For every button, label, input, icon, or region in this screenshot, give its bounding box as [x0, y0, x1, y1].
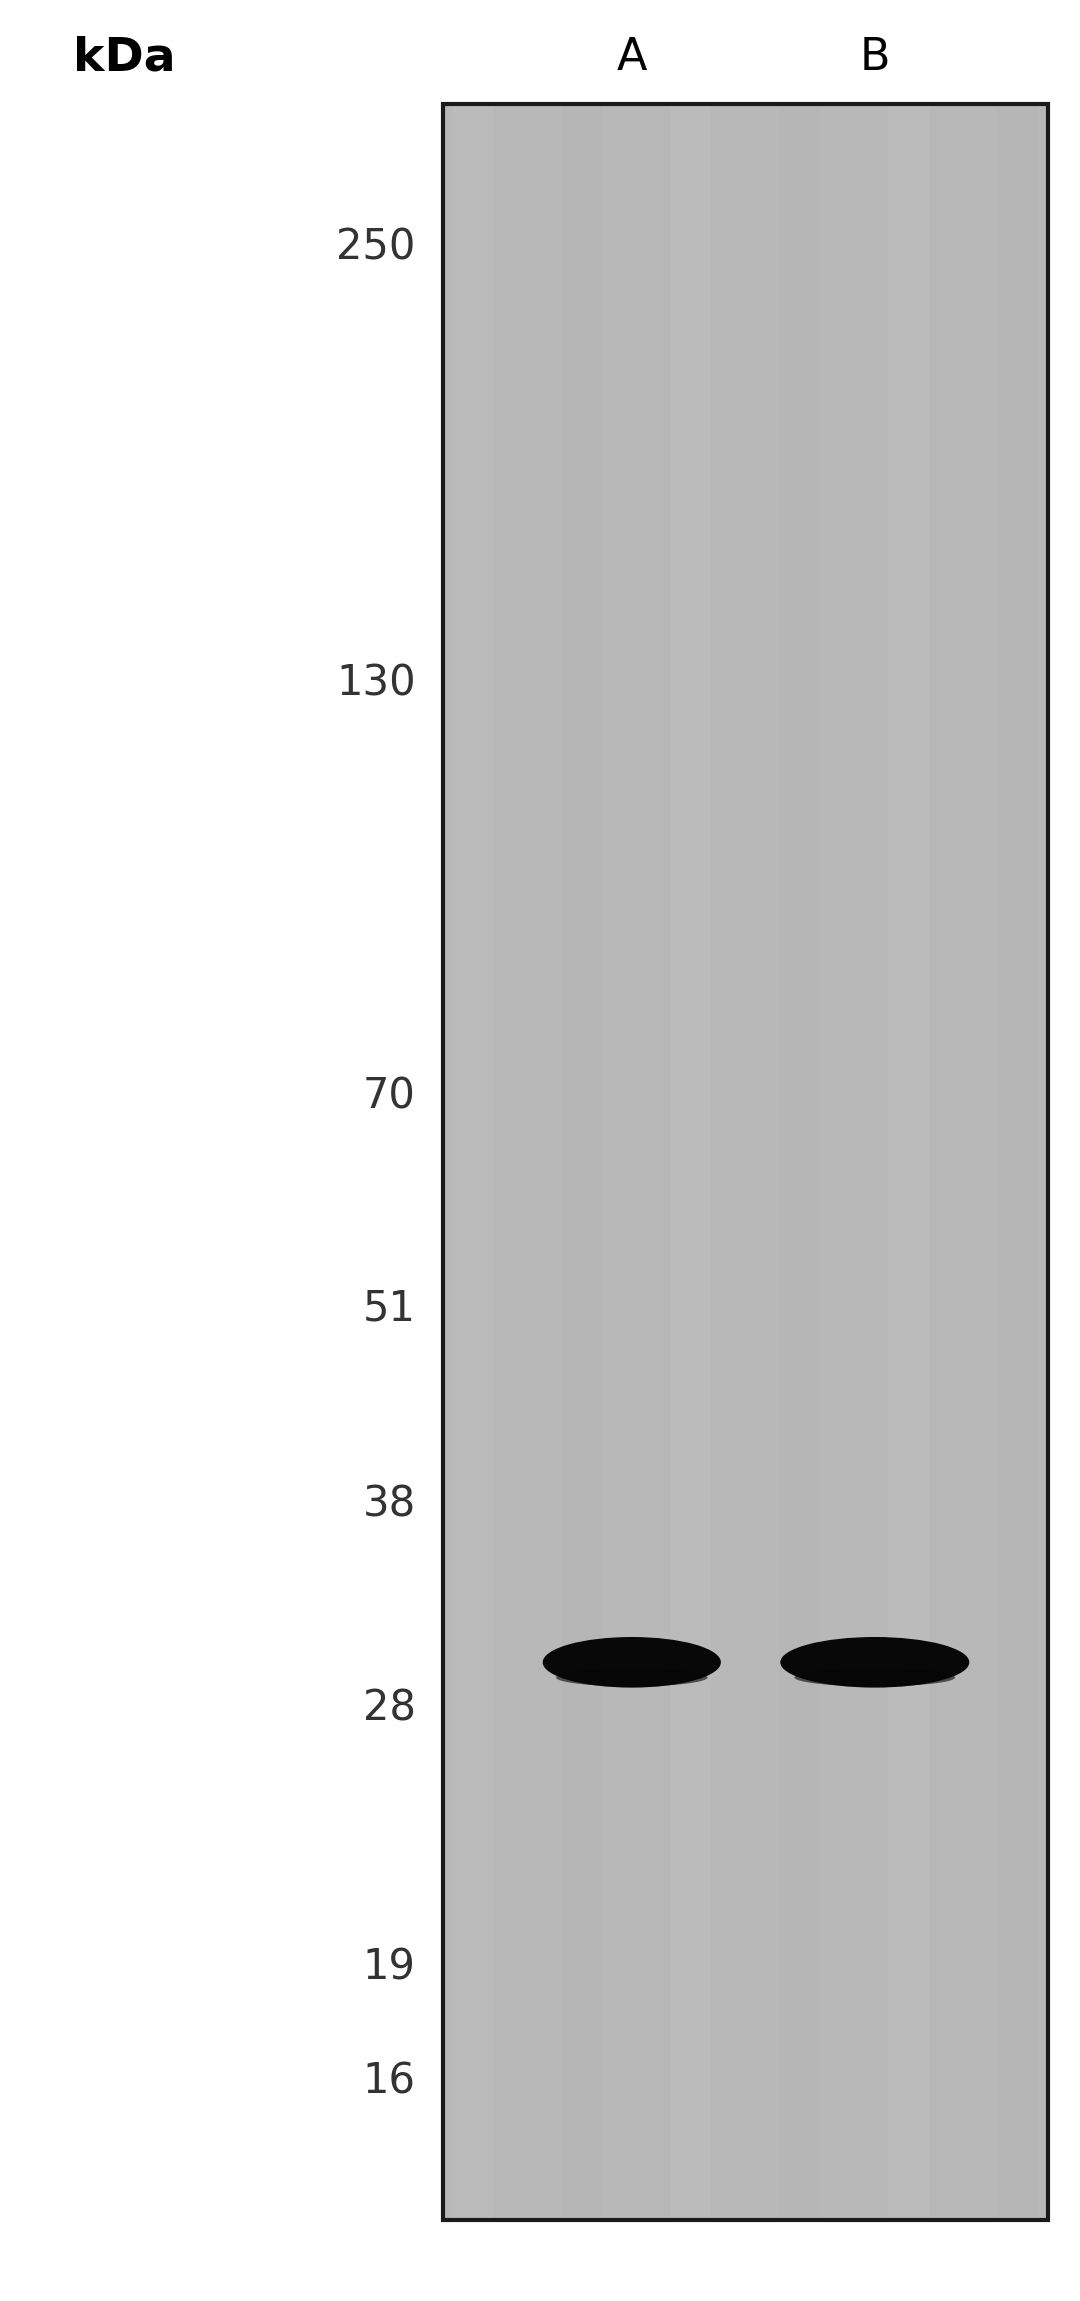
- Text: 38: 38: [363, 1484, 416, 1526]
- Bar: [562, 104, 602, 2220]
- Text: kDa: kDa: [72, 35, 176, 81]
- Ellipse shape: [781, 1636, 970, 1687]
- Text: 28: 28: [363, 1687, 416, 1730]
- Text: 130: 130: [336, 663, 416, 704]
- Text: A: A: [617, 37, 647, 78]
- Bar: [443, 104, 1048, 2220]
- Bar: [997, 104, 1038, 2220]
- Text: 51: 51: [363, 1286, 416, 1330]
- Bar: [453, 104, 494, 2220]
- Text: 16: 16: [363, 2062, 416, 2103]
- Bar: [671, 104, 711, 2220]
- Ellipse shape: [795, 1668, 955, 1687]
- Bar: [443, 104, 1048, 2220]
- Text: 70: 70: [363, 1077, 416, 1118]
- Bar: [780, 104, 820, 2220]
- Bar: [889, 104, 929, 2220]
- Ellipse shape: [542, 1636, 721, 1687]
- Text: 19: 19: [363, 1947, 416, 1988]
- Text: 250: 250: [337, 225, 416, 269]
- Ellipse shape: [556, 1668, 707, 1687]
- Text: B: B: [860, 37, 890, 78]
